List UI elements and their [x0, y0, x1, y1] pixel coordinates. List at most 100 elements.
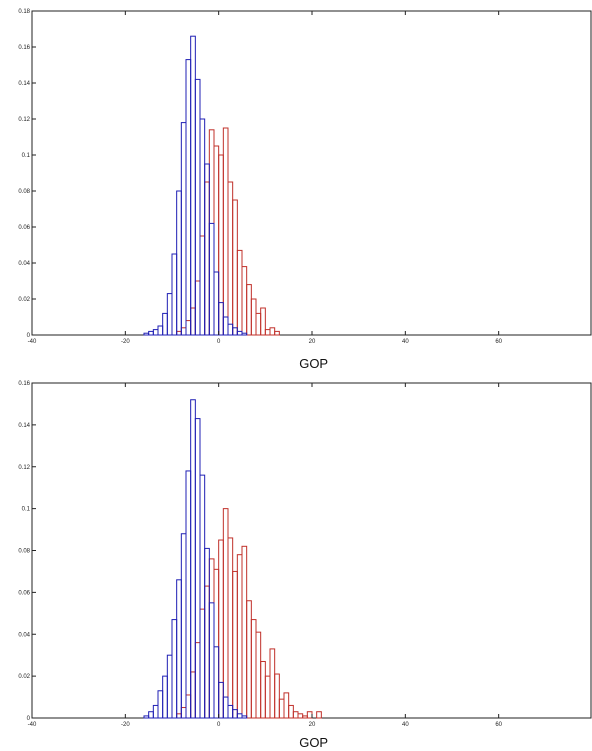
histogram-bar-red [255, 312, 262, 336]
histogram-bar-red [274, 673, 280, 719]
histogram-bar-red [302, 715, 308, 719]
histogram-bar-red [255, 631, 262, 719]
histogram-bar-blue [190, 35, 196, 336]
histogram-bar-red [204, 585, 210, 719]
histogram-bar-red [227, 537, 234, 719]
x-tick-label: 0 [217, 722, 221, 728]
histogram-bar-red [306, 711, 313, 719]
histogram-bar-blue [185, 470, 192, 719]
y-tick-label: 0.14 [18, 423, 30, 429]
histogram-bar-red [297, 713, 304, 719]
histogram-bar-red [292, 711, 299, 719]
histogram-bar-red [194, 280, 201, 336]
histogram-bar-blue [143, 715, 150, 719]
histogram-bar-red [269, 648, 276, 719]
y-tick-label: 0.1 [22, 507, 31, 513]
y-tick-label: 0.16 [18, 381, 30, 387]
histogram-bar-blue [190, 399, 196, 719]
histogram-bar-red [260, 307, 266, 336]
histogram-bar-red [278, 698, 285, 719]
histogram-bar-blue [208, 602, 215, 719]
x-tick-label: -20 [121, 722, 130, 728]
histogram-bar-red [236, 554, 243, 719]
histogram-bar-blue [194, 78, 201, 336]
histogram-bar-red [269, 327, 276, 336]
y-tick-label: 0.14 [18, 81, 30, 87]
histogram-bar-blue [199, 118, 206, 336]
histogram-bar-blue [171, 619, 178, 719]
histogram-bar-blue [236, 330, 243, 336]
histogram-bar-red [264, 675, 271, 719]
histogram-bar-blue [152, 329, 159, 336]
histogram-bar-blue [232, 709, 238, 719]
histogram-bar-red [176, 713, 182, 719]
histogram-bar-red [232, 199, 238, 336]
histogram-bar-blue [162, 675, 168, 719]
histogram-bar-red [260, 660, 266, 719]
x-tick-label: 20 [309, 339, 316, 345]
histogram-bar-red [264, 329, 271, 336]
histogram-bar-red [176, 330, 182, 336]
histogram-bar-blue [208, 222, 215, 336]
y-tick-label: 0.12 [18, 117, 30, 123]
histogram-bar-red [250, 619, 257, 719]
y-tick-label: 0.04 [18, 632, 30, 638]
histogram-bar-blue [176, 579, 182, 719]
histogram-bar-blue [148, 330, 154, 336]
histogram-bar-red [288, 704, 294, 719]
histogram-bar-blue [227, 323, 234, 336]
x-tick-label: 0 [217, 339, 221, 345]
histogram-bar-blue [171, 253, 178, 336]
x-tick-label: 40 [402, 339, 409, 345]
histogram-bar-red [222, 127, 229, 336]
x-tick-label: 40 [402, 722, 409, 728]
y-tick-label: 0.06 [18, 225, 30, 231]
histogram-bar-red [208, 558, 215, 719]
y-tick-label: 0.1 [22, 153, 31, 159]
histogram-bar-blue [204, 547, 210, 719]
histogram-bar-red [199, 608, 206, 719]
histogram-bar-blue [204, 163, 210, 336]
histogram-bar-red [213, 145, 220, 336]
histogram-bar-red [185, 694, 192, 719]
histogram-bar-blue [185, 59, 192, 336]
histogram-bar-red [185, 320, 192, 336]
y-tick-label: 0.04 [18, 261, 30, 267]
histogram-bar-blue [166, 293, 173, 336]
histogram-bar-blue [227, 704, 234, 719]
y-tick-label: 0 [27, 716, 31, 722]
histogram-bar-blue [162, 312, 168, 336]
histogram-bar-red [218, 539, 224, 719]
histogram-bar-blue [241, 332, 248, 336]
plot-frame [31, 382, 592, 719]
histogram-chart-bottom: -40 -20 0 20 40 60 0 0.02 0.04 0.06 0.08 0.1 0.12 0.1… [18, 381, 592, 750]
y-tick-label: 0.12 [18, 465, 30, 471]
y-tick-label: 0.06 [18, 590, 30, 596]
histogram-bar-blue [232, 327, 238, 336]
histogram-bar-blue [222, 316, 229, 336]
y-tick-label: 0.08 [18, 189, 30, 195]
y-tick-label: 0 [27, 333, 31, 339]
histogram-bar-blue [241, 715, 248, 719]
histogram-bar-red [241, 545, 248, 719]
histogram-bar-red [190, 307, 196, 336]
histogram-bar-blue [152, 704, 159, 719]
x-tick-label: 60 [495, 722, 502, 728]
y-tick-label: 0.08 [18, 549, 30, 555]
histogram-bar-red [227, 181, 234, 336]
histogram-bar-red [199, 235, 206, 336]
histogram-panel-top: -40 -20 0 20 40 60 0 0.02 0.04 0.06 0.08 0.1 0.12 0.1… [0, 0, 592, 372]
histogram-bar-red [218, 154, 224, 336]
histogram-bar-blue [143, 332, 150, 336]
x-tick-label: -40 [28, 722, 37, 728]
histogram-bar-red [283, 692, 290, 719]
y-tick-label: 0.02 [18, 674, 30, 680]
x-axis-label: GOP [299, 735, 328, 750]
histogram-bar-red [194, 642, 201, 719]
x-tick-label: -20 [121, 339, 130, 345]
histogram-bar-red [204, 181, 210, 336]
histogram-bar-blue [157, 690, 164, 719]
histogram-bar-blue [194, 418, 201, 719]
histogram-bar-blue [199, 474, 206, 719]
histogram-bar-red [208, 129, 215, 336]
